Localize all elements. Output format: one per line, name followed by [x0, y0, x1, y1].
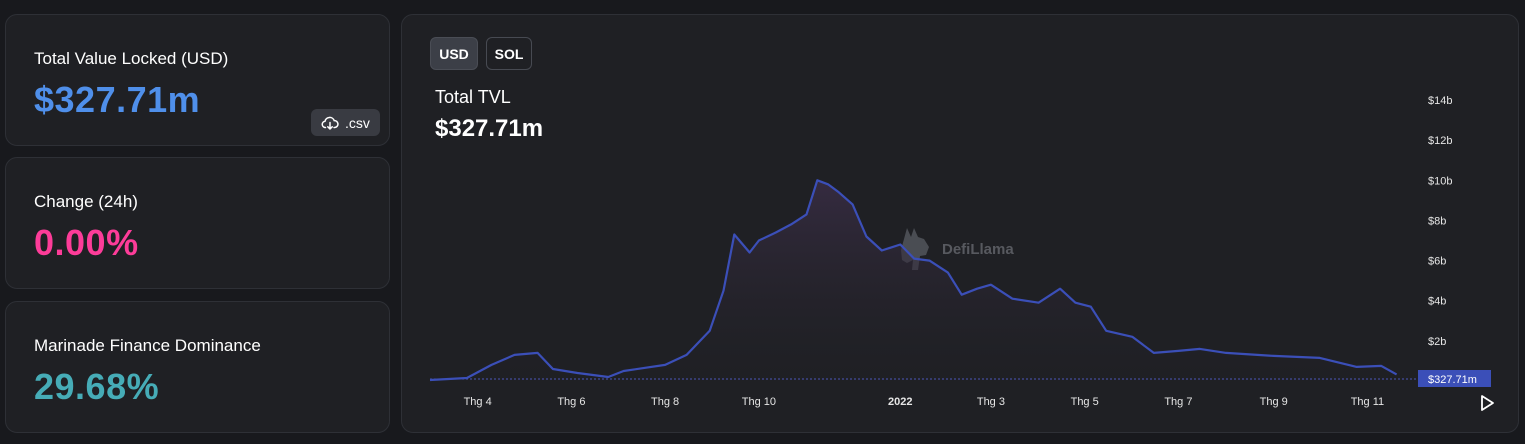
- change-card: Change (24h) 0.00%: [5, 157, 390, 289]
- x-tick-label: Thg 3: [977, 396, 1005, 408]
- usd-toggle[interactable]: USD: [430, 37, 478, 70]
- x-tick-label: 2022: [888, 396, 912, 408]
- sol-toggle[interactable]: SOL: [486, 37, 532, 70]
- y-tick-label: $6b: [1428, 256, 1446, 268]
- x-tick-label: Thg 5: [1071, 396, 1099, 408]
- current-value-tag: [1418, 370, 1491, 387]
- change-value: 0.00%: [34, 222, 139, 263]
- download-csv-button[interactable]: .csv: [311, 109, 380, 136]
- x-tick-label: Thg 10: [742, 396, 776, 408]
- chart-title: Total TVL: [435, 87, 511, 107]
- chart-card: USD SOL Total TVL $327.71m DefiLlama $2b…: [401, 14, 1519, 433]
- csv-label: .csv: [345, 114, 370, 131]
- tvl-line: [429, 179, 1398, 382]
- dominance-value: 29.68%: [34, 366, 160, 407]
- y-tick-label: $8b: [1428, 215, 1446, 227]
- tvl-label: Total Value Locked (USD): [34, 49, 229, 68]
- tvl-chart[interactable]: DefiLlama $2b $4b $6b $8b $10b $12b $14b Thg 4…: [402, 15, 1520, 434]
- x-tick-label: Thg 8: [651, 396, 679, 408]
- x-tick-label: Thg 9: [1260, 396, 1288, 408]
- change-label: Change (24h): [34, 192, 138, 211]
- dominance-label: Marinade Finance Dominance: [34, 336, 261, 355]
- cloud-download-icon: [321, 116, 339, 130]
- x-tick-label: Thg 7: [1164, 396, 1192, 408]
- chart-value: $327.71m: [435, 115, 544, 142]
- y-axis: $2b $4b $6b $8b $10b $12b $14b: [1428, 95, 1452, 348]
- y-tick-label: $12b: [1428, 135, 1452, 147]
- current-value-label: $327.71m: [1428, 374, 1477, 386]
- x-tick-label: Thg 4: [464, 396, 492, 408]
- watermark-text: DefiLlama: [942, 241, 1014, 258]
- y-tick-label: $2b: [1428, 336, 1446, 348]
- dominance-card: Marinade Finance Dominance 29.68%: [5, 301, 390, 433]
- tvl-value: $327.71m: [34, 79, 201, 120]
- x-axis: Thg 4 Thg 6 Thg 8 Thg 10 2022 Thg 3 Thg 5 Thg 7…: [464, 396, 1385, 408]
- y-tick-label: $4b: [1428, 296, 1446, 308]
- x-tick-label: Thg 6: [557, 396, 585, 408]
- play-icon[interactable]: [1478, 394, 1496, 412]
- y-tick-label: $14b: [1428, 95, 1452, 107]
- y-tick-label: $10b: [1428, 175, 1452, 187]
- tvl-card: Total Value Locked (USD) $327.71m .csv: [5, 14, 390, 146]
- tvl-area: [430, 180, 1397, 381]
- x-tick-label: Thg 11: [1351, 396, 1384, 408]
